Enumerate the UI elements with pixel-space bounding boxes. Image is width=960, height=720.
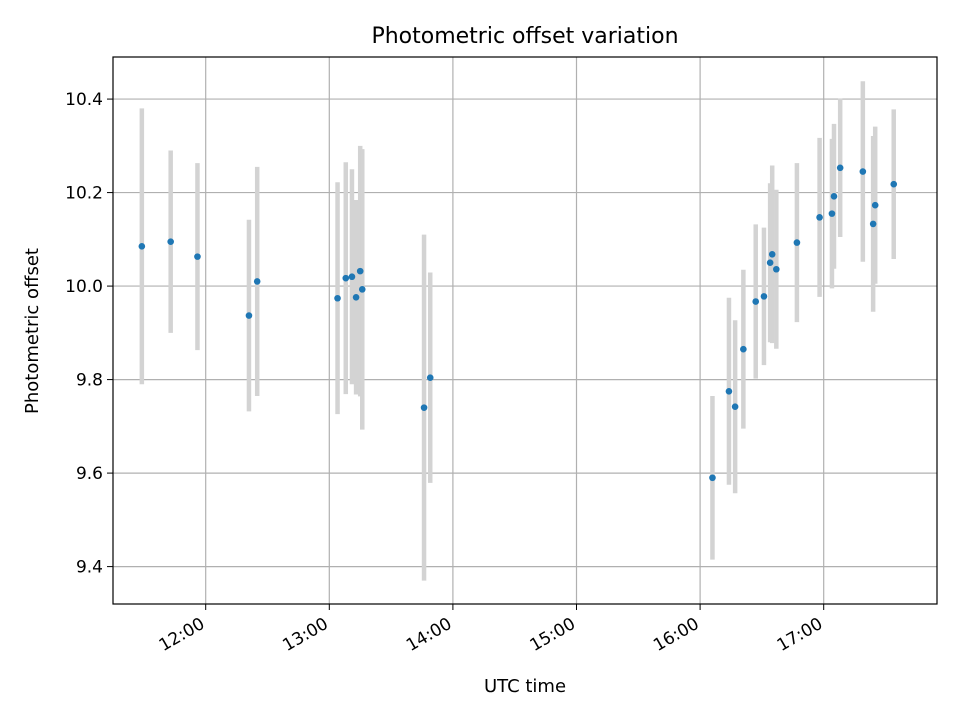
data-point [342, 274, 350, 282]
data-point [194, 253, 201, 260]
data-point [766, 259, 774, 267]
y-tick-label: 10.4 [65, 90, 103, 110]
y-tick-label: 10.0 [65, 277, 103, 297]
data-point [138, 243, 146, 250]
data-point [869, 220, 877, 228]
data-point [420, 404, 428, 411]
data-point [890, 180, 898, 188]
data-point [871, 201, 879, 209]
y-tick-label: 9.4 [76, 558, 103, 578]
chart-title: Photometric offset variation [371, 24, 678, 49]
data-point [828, 210, 836, 217]
data-point [731, 403, 739, 411]
data-point [334, 294, 341, 302]
data-point [352, 294, 360, 301]
data-point [836, 164, 844, 172]
data-point [830, 193, 838, 200]
data-point [245, 312, 253, 319]
data-point [816, 214, 823, 221]
data-point [725, 387, 733, 395]
x-axis-label: UTC time [484, 676, 566, 697]
data-point [740, 345, 747, 353]
y-axis-label: Photometric offset [22, 248, 43, 414]
data-point [426, 374, 434, 382]
data-point [773, 265, 780, 273]
data-point [752, 298, 760, 305]
data-point [356, 267, 364, 275]
data-point [859, 168, 867, 175]
y-tick-label: 10.2 [65, 184, 103, 204]
data-point [167, 238, 174, 245]
y-tick-label: 9.8 [76, 371, 103, 391]
data-points [138, 164, 898, 482]
data-point [709, 474, 716, 482]
data-point [760, 293, 768, 300]
data-point [358, 286, 366, 293]
data-point [348, 273, 356, 281]
plot-frame [112, 56, 938, 605]
data-point [768, 250, 776, 258]
data-point [253, 278, 261, 285]
data-point [793, 239, 801, 246]
y-tick-label: 9.6 [76, 464, 103, 484]
